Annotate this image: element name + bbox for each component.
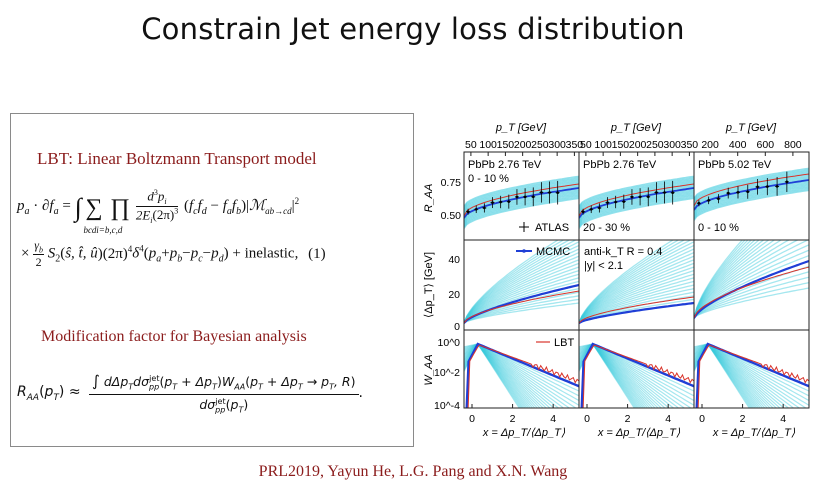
top-tick-label: 800: [784, 139, 802, 151]
waa-ytick-2: 10^-2: [434, 367, 460, 379]
top-tick-label: 600: [757, 139, 775, 151]
boltzmann-equation-line2: × γb 2 S2(ŝ, t̂, û)(2π)4δ4(pa+pb−pc−pd) …: [21, 238, 326, 270]
top-axis-label-2: p_T [GeV]: [610, 122, 662, 134]
jet-param-2: |y| < 2.1: [584, 260, 623, 272]
physics-figure: p_T [GeV] p_T [GeV] p_T [GeV] 50 100 150 20…: [423, 122, 810, 439]
top-tick-label: 200: [629, 139, 647, 151]
top-tick-label: 250: [531, 139, 549, 151]
top-tick-label: 400: [729, 139, 747, 151]
x-tick-label: 2: [510, 413, 516, 425]
jet-param-1: anti-k_T R = 0.4: [584, 246, 662, 258]
top-tick-label: 100: [479, 139, 497, 151]
dpt-ylabel: ⟨Δp_T⟩ [GeV]: [423, 252, 435, 318]
panel-frames: [463, 151, 810, 409]
legend-atlas: ATLAS: [519, 222, 569, 234]
top-axis-label-1: p_T [GeV]: [495, 122, 547, 134]
legend-lbt: LBT: [536, 337, 574, 349]
top-axis-label-3: p_T [GeV]: [725, 122, 777, 134]
top-tick-label: 350: [566, 139, 584, 151]
top-tick-label: 250: [646, 139, 664, 151]
lbt-heading: LBT: Linear Boltzmann Transport model: [37, 149, 317, 168]
lbt-curve: [579, 296, 694, 324]
top-tick-label: 150: [497, 139, 515, 151]
centrality-2: 20 - 30 %: [583, 222, 630, 234]
x-tick-label: 0: [469, 413, 475, 425]
centrality-3: 0 - 10 %: [698, 222, 739, 234]
lbt-curve: [694, 173, 809, 207]
mcmc-curve: [464, 187, 579, 219]
x-tick-label: 0: [584, 413, 590, 425]
top-tick-label: 300: [663, 139, 681, 151]
centrality-1: 0 - 10 %: [468, 173, 509, 185]
citation: PRL2019, Yayun He, L.G. Pang and X.N. Wa…: [258, 463, 568, 480]
lbt-curve: [467, 344, 579, 408]
slide-title: Constrain Jet energy loss distribution: [141, 12, 685, 46]
raa-ytick-075: 0.75: [441, 177, 462, 189]
dpt-ytick-0: 0: [454, 321, 460, 333]
equation-box: LBT: Linear Boltzmann Transport model pa…: [10, 113, 414, 447]
boltzmann-equation-line1: pa · ∂fa = ∫ ∑ bcd ∏ i=b,c,d d3pi 2Ei(2π…: [17, 188, 300, 235]
x-tick-label: 2: [625, 413, 631, 425]
lbt-curve: [697, 344, 809, 408]
lbt-curve: [694, 266, 809, 319]
legend-mcmc: MCMC: [516, 246, 570, 258]
model-curves: [464, 167, 809, 408]
top-tick-label: 100: [594, 139, 612, 151]
top-tick-label: 350: [681, 139, 699, 151]
waa-ytick-4: 10^-4: [434, 400, 460, 412]
lbt-curve: [464, 183, 579, 217]
inelastic-term: + inelastic,: [232, 245, 299, 262]
lbt-curve: [582, 344, 694, 408]
bottom-axis-ticks: 0 2 4 0 2 4 0 2 4: [469, 404, 786, 425]
lbt-curve: [579, 183, 694, 217]
equation-number: (1): [308, 245, 326, 262]
panel-title-1: PbPb 2.76 TeV: [468, 159, 542, 171]
raa-ytick-050: 0.50: [441, 210, 462, 222]
x-tick-label: 0: [699, 413, 705, 425]
dpt-ytick-20: 20: [448, 289, 460, 301]
raa-ylabel: R_AA: [423, 184, 435, 213]
x-label-3: x = Δp_T/⟨Δp_T⟩: [712, 427, 796, 439]
top-tick-label: 50: [580, 139, 592, 151]
top-tick-label: 200: [701, 139, 719, 151]
top-tick-label: 300: [548, 139, 566, 151]
bayes-heading: Modification factor for Bayesian analysi…: [41, 328, 307, 345]
mcmc-curve: [694, 179, 809, 211]
svg-text:ATLAS: ATLAS: [535, 222, 569, 234]
panel-title-3: PbPb 5.02 TeV: [698, 159, 772, 171]
panel-title-2: PbPb 2.76 TeV: [583, 159, 657, 171]
waa-ytick-0: 10^0: [438, 337, 461, 349]
x-tick-label: 2: [740, 413, 746, 425]
svg-text:MCMC: MCMC: [536, 246, 570, 258]
mcmc-curve: [579, 187, 694, 219]
top-tick-label: 50: [465, 139, 477, 151]
dpt-ytick-40: 40: [448, 254, 460, 266]
waa-ylabel: W_AA: [423, 354, 435, 385]
x-tick-label: 4: [665, 413, 671, 425]
x-label-1: x = Δp_T/⟨Δp_T⟩: [482, 427, 566, 439]
x-tick-label: 4: [780, 413, 786, 425]
svg-text:LBT: LBT: [554, 337, 574, 349]
x-label-2: x = Δp_T/⟨Δp_T⟩: [597, 427, 681, 439]
lbt-curve: [464, 290, 579, 324]
x-tick-label: 4: [550, 413, 556, 425]
top-tick-label: 200: [514, 139, 532, 151]
top-tick-label: 150: [612, 139, 630, 151]
raa-equation: RAA(pT) ≈ ∫ dΔpTdσppjet(pT + ΔpT)WAA(pT …: [17, 372, 363, 415]
mcmc-curve: [694, 259, 809, 319]
